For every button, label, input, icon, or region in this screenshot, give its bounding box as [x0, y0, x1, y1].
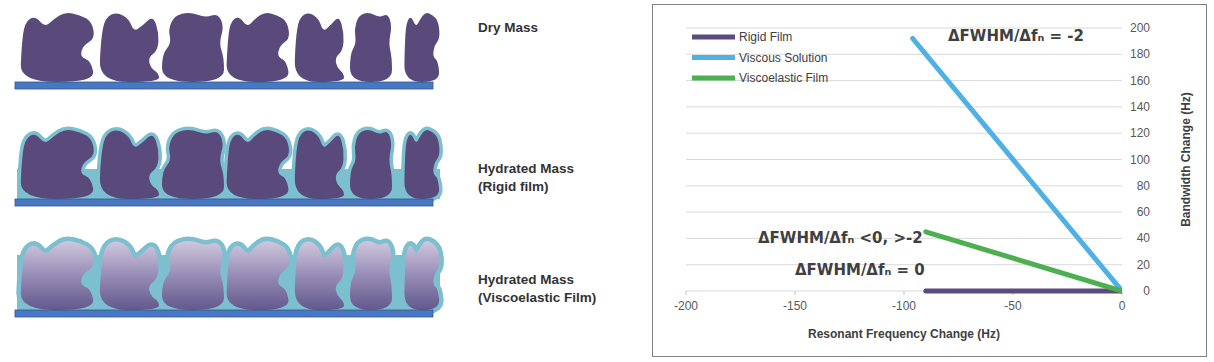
- particle: [100, 242, 159, 310]
- substrate: [15, 199, 433, 206]
- annotation: ΔFWHM/Δfₙ = -2: [948, 27, 1084, 45]
- y-tick-label: 80: [1137, 179, 1151, 193]
- chart: 0 20 40 60 80 100 120 140 160 180 200 -200 -150 -100 -…: [653, 5, 1207, 357]
- water-coat: [227, 241, 289, 310]
- y-tick-label: 0: [1143, 284, 1150, 298]
- water-coat: [350, 241, 392, 310]
- particle: [404, 13, 439, 82]
- y-tick-label: 160: [1130, 74, 1150, 88]
- particle: [227, 241, 289, 310]
- panel-label: Hydrated Mass: [478, 272, 574, 287]
- annotation: ΔFWHM/Δfₙ = 0: [795, 261, 925, 279]
- grid-line: [686, 159, 1122, 160]
- grid-line: [686, 106, 1122, 107]
- x-tick: [795, 291, 796, 295]
- legend-label: Rigid Film: [739, 30, 792, 44]
- y-axis-title: Bandwidth Change (Hz): [1179, 92, 1193, 227]
- particle: [227, 13, 289, 82]
- x-axis-title: Resonant Frequency Change (Hz): [808, 327, 1000, 341]
- particle: [350, 130, 392, 199]
- particle: [404, 241, 439, 310]
- water-coat: [100, 242, 159, 310]
- x-tick: [904, 291, 905, 295]
- panel: Dry Mass: [15, 13, 538, 89]
- grid-line: [686, 185, 1122, 186]
- water-coat: [227, 130, 289, 199]
- grid-line: [686, 133, 1122, 134]
- panel-label: (Viscoelastic Film): [478, 290, 596, 305]
- panel-label: Dry Mass: [478, 20, 538, 35]
- water-coat: [100, 131, 159, 199]
- particle: [21, 13, 94, 82]
- annotation: ΔFWHM/Δfₙ <0, >-2: [758, 229, 923, 247]
- particle: [21, 130, 94, 199]
- legend-swatch: [692, 55, 735, 60]
- water-coat: [295, 131, 344, 199]
- particle: [227, 130, 289, 199]
- particle: [100, 131, 159, 199]
- panel-label: Hydrated Mass: [478, 161, 574, 176]
- series-line: [926, 232, 1122, 291]
- particle: [162, 241, 224, 310]
- particle: [162, 13, 224, 82]
- x-tick-label: -100: [892, 299, 916, 313]
- particle: [295, 242, 344, 310]
- substrate: [15, 82, 433, 89]
- water-coat: [162, 130, 224, 199]
- panel-label: (Rigid film): [478, 179, 549, 194]
- particle: [350, 241, 392, 310]
- x-tick-label: -50: [1004, 299, 1022, 313]
- y-tick-label: 100: [1130, 153, 1150, 167]
- water-coat: [404, 130, 439, 199]
- substrate: [15, 310, 433, 317]
- particle: [21, 241, 94, 310]
- x-tick-label: -200: [674, 299, 698, 313]
- water-coat: [404, 241, 439, 310]
- series-line: [913, 39, 1122, 292]
- particle: [350, 13, 392, 82]
- plot-area: [913, 39, 1122, 292]
- chart-border: [653, 5, 1207, 357]
- particle: [295, 14, 344, 82]
- panel: Hydrated Mass (Rigid film): [15, 130, 574, 206]
- water-coat: [350, 130, 392, 199]
- legend-label: Viscous Solution: [739, 51, 828, 65]
- y-tick-label: 40: [1137, 231, 1151, 245]
- y-tick-label: 20: [1137, 258, 1151, 272]
- y-tick-label: 60: [1137, 205, 1151, 219]
- series-line: [926, 289, 1122, 294]
- y-tick-label: 120: [1130, 126, 1150, 140]
- legend-swatch: [692, 35, 735, 40]
- particle: [100, 14, 159, 82]
- water-coat: [21, 241, 94, 310]
- legend-label: Viscoelastic Film: [739, 71, 828, 85]
- water-coat: [295, 242, 344, 310]
- particle: [404, 130, 439, 199]
- water-coat: [162, 241, 224, 310]
- x-tick-label: 0: [1119, 299, 1126, 313]
- water-coat: [21, 130, 94, 199]
- particle: [295, 131, 344, 199]
- y-tick-label: 180: [1130, 47, 1150, 61]
- y-tick-label: 200: [1130, 21, 1150, 35]
- figure: Dry MassHydrated Mass(Rigid film)Hydrate…: [0, 0, 1214, 362]
- panel: Hydrated Mass (Viscoelastic Film): [15, 241, 596, 317]
- particle: [162, 130, 224, 199]
- y-tick-label: 140: [1130, 100, 1150, 114]
- x-tick-label: -150: [783, 299, 807, 313]
- x-tick: [686, 291, 687, 295]
- legend-swatch: [692, 76, 735, 81]
